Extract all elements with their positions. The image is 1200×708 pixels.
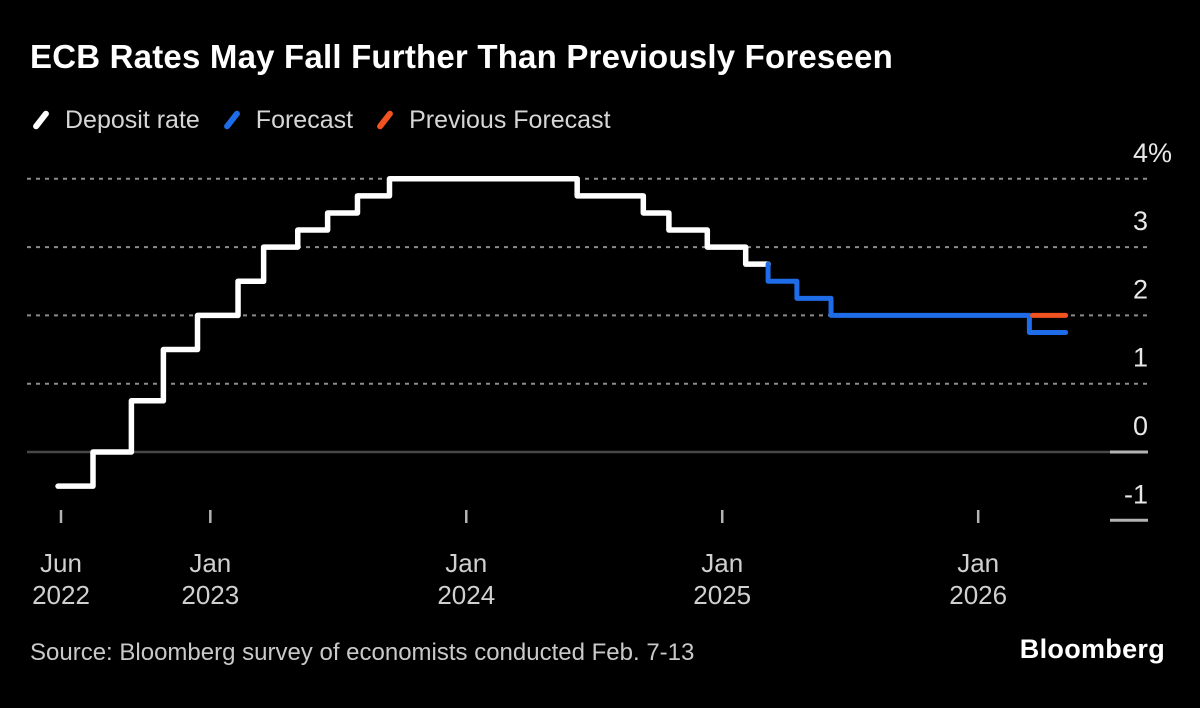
legend-label-forecast: Forecast xyxy=(255,105,354,134)
series-forecast xyxy=(765,261,1069,335)
legend-item-deposit-rate: Deposit rate xyxy=(30,105,200,135)
chart-title: ECB Rates May Fall Further Than Previous… xyxy=(30,38,893,75)
legend-item-forecast: Forecast xyxy=(221,105,353,135)
deposit-rate-swatch-icon xyxy=(30,105,52,135)
y-axis-label-0: 0 xyxy=(1133,411,1148,441)
x-axis-label-month: Jan xyxy=(957,548,999,578)
previous-forecast-swatch-icon xyxy=(374,105,396,135)
x-axis-label-year: 2025 xyxy=(693,580,751,610)
y-axis-label-1: 1 xyxy=(1133,343,1148,373)
x-axis-label-month: Jan xyxy=(445,548,487,578)
x-axis-label-month: Jan xyxy=(189,548,231,578)
legend: Deposit rate Forecast Previous Forecast xyxy=(30,102,611,138)
source-note: Source: Bloomberg survey of economists c… xyxy=(30,639,695,666)
x-axis-label-month: Jun xyxy=(40,548,82,578)
forecast-swatch-icon xyxy=(221,105,243,135)
y-axis-label-3: 3 xyxy=(1133,206,1148,236)
y-axis-label--1: -1 xyxy=(1124,479,1148,509)
series-deposit-rate xyxy=(55,176,771,489)
legend-item-previous-forecast: Previous Forecast xyxy=(374,105,611,135)
x-axis-label-year: 2026 xyxy=(949,580,1007,610)
x-axis-label-year: 2024 xyxy=(437,580,495,610)
x-axis-label-year: 2023 xyxy=(181,580,239,610)
y-axis-label-4%: 4% xyxy=(1133,138,1172,168)
x-axis-label-month: Jan xyxy=(701,548,743,578)
bloomberg-logo: Bloomberg xyxy=(1019,634,1165,664)
x-axis-label-year: 2022 xyxy=(32,580,90,610)
legend-label-previous-forecast: Previous Forecast xyxy=(409,105,611,134)
legend-label-deposit-rate: Deposit rate xyxy=(65,105,200,134)
y-axis-label-2: 2 xyxy=(1133,274,1148,304)
